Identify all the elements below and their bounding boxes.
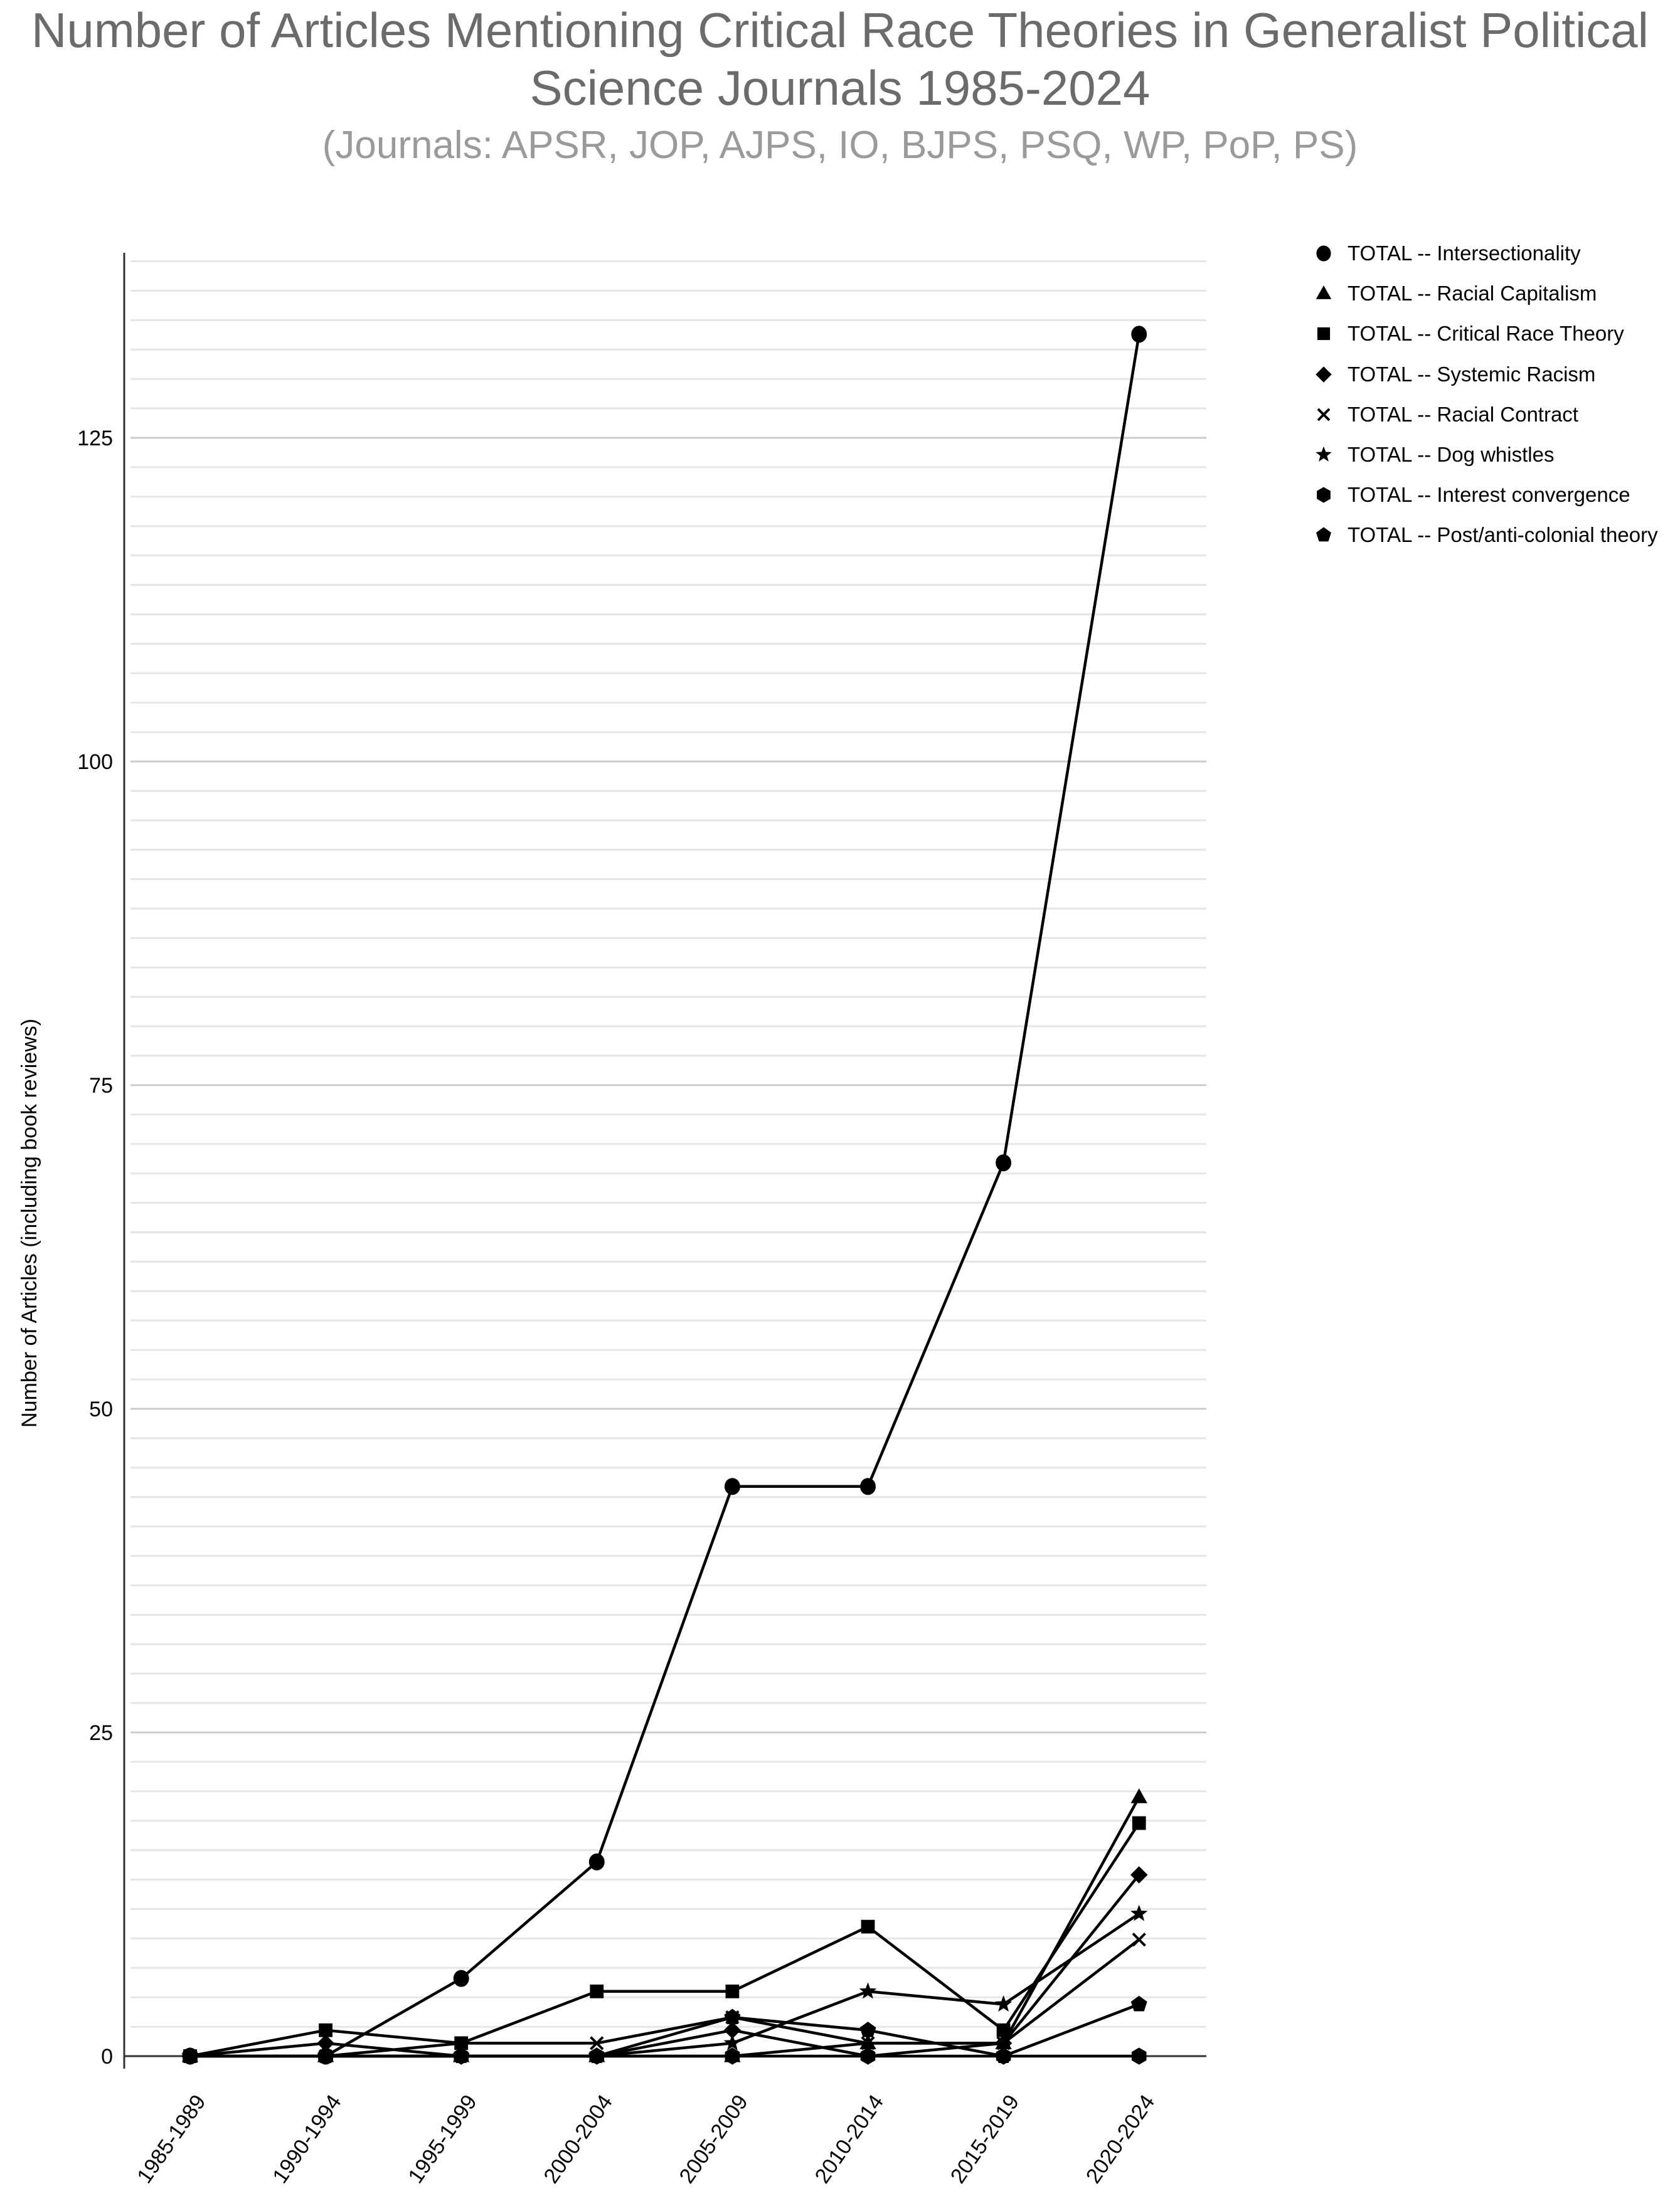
x-icon <box>1317 408 1331 422</box>
circle-icon <box>1316 245 1331 262</box>
pentagon-icon <box>1316 527 1331 542</box>
pentagon-marker-icon <box>317 2047 334 2063</box>
legend-item: TOTAL -- Racial Capitalism <box>1311 273 1658 314</box>
legend-label: TOTAL -- Interest convergence <box>1348 483 1630 507</box>
triangle-icon <box>1316 285 1332 300</box>
legend-label: TOTAL -- Critical Race Theory <box>1348 322 1624 346</box>
y-tick-label: 125 <box>77 427 113 450</box>
legend-item: TOTAL -- Dog whistles <box>1311 435 1658 475</box>
hexagon-icon <box>1317 487 1331 503</box>
y-tick-label: 100 <box>77 750 113 774</box>
x-tick-label: 2005-2009 <box>675 2091 753 2188</box>
x-marker-icon <box>454 2036 469 2050</box>
legend-label: TOTAL -- Systemic Racism <box>1348 362 1596 386</box>
hexagon-icon <box>1317 487 1331 503</box>
series-line <box>190 334 1140 2058</box>
x-tick-label: 2010-2014 <box>811 2091 888 2188</box>
x-marker-icon <box>996 2036 1011 2050</box>
y-axis-label: Number of Articles (including book revie… <box>18 1019 41 1428</box>
diamond-marker-icon <box>1130 1866 1148 1884</box>
pentagon-marker-icon <box>995 2047 1012 2063</box>
circle-marker-icon <box>588 1853 605 1870</box>
x-tick-label: 1990-1994 <box>268 2091 346 2188</box>
triangle-icon <box>1316 285 1332 300</box>
diamond-icon <box>1316 366 1332 383</box>
x-tick-label: 1985-1989 <box>132 2091 210 2188</box>
chart-title: Number of Articles Mentioning Critical R… <box>31 3 1649 115</box>
legend-item: TOTAL -- Intersectionality <box>1311 233 1658 273</box>
pentagon-icon <box>1316 527 1331 542</box>
circle-icon <box>1316 245 1331 262</box>
legend-label: TOTAL -- Intersectionality <box>1348 241 1581 265</box>
legend-item: TOTAL -- Critical Race Theory <box>1311 314 1658 354</box>
circle-marker-icon <box>1131 326 1147 343</box>
star-icon <box>1316 446 1332 462</box>
circle-marker-icon <box>996 1154 1012 1172</box>
y-tick-label: 25 <box>89 1721 113 1745</box>
pentagon-marker-icon <box>588 2047 605 2063</box>
legend-label: TOTAL -- Racial Contract <box>1348 402 1578 426</box>
square-marker-icon <box>861 1919 875 1934</box>
x-marker-icon <box>590 2036 604 2050</box>
legend-label: TOTAL -- Post/anti-colonial theory <box>1348 523 1658 547</box>
series-line <box>189 1822 1140 2058</box>
x-marker-icon <box>861 2036 875 2050</box>
circle-marker-icon <box>724 1478 740 1495</box>
legend-item: TOTAL -- Racial Contract <box>1311 395 1658 435</box>
star-marker-icon <box>1130 1904 1148 1921</box>
legend-item: TOTAL -- Post/anti-colonial theory <box>1311 515 1658 555</box>
circle-marker-icon <box>860 1478 876 1495</box>
hexagon-marker-icon <box>725 2047 740 2065</box>
y-tick-label: 0 <box>101 2045 113 2069</box>
series-line <box>189 1874 1140 2058</box>
pentagon-marker-icon <box>724 2008 741 2025</box>
pentagon-marker-icon <box>182 2047 198 2063</box>
legend-item: TOTAL -- Interest convergence <box>1311 475 1658 515</box>
legend-label: TOTAL -- Racial Capitalism <box>1348 282 1597 305</box>
series-lines <box>189 334 1140 2058</box>
square-marker-icon <box>725 1984 740 1998</box>
square-marker-icon <box>590 1984 604 1998</box>
x-tick-label: 2015-2019 <box>946 2091 1024 2188</box>
pentagon-marker-icon <box>1130 1995 1147 2012</box>
star-marker-icon <box>723 2034 742 2051</box>
diamond-icon <box>1316 366 1332 383</box>
star-marker-icon <box>859 1982 877 1999</box>
chart-subtitle: (Journals: APSR, JOP, AJPS, IO, BJPS, PS… <box>322 124 1358 167</box>
y-axis-ticks: 0 25 50 75 100 125 <box>77 427 113 2069</box>
pentagon-marker-icon <box>859 2022 876 2037</box>
square-marker-icon <box>1132 1816 1146 1830</box>
x-tick-label: 2000-2004 <box>539 2091 617 2188</box>
x-tick-label: 2020-2024 <box>1082 2091 1159 2188</box>
x-axis-ticks: 1985-1989 1990-1994 1995-1999 2000-2004 2005… <box>132 2091 1159 2188</box>
x-icon <box>1317 408 1331 422</box>
legend: TOTAL -- Intersectionality TOTAL -- Racia… <box>1311 233 1658 556</box>
star-marker-icon <box>994 1995 1013 2012</box>
series-line <box>190 1938 1140 2058</box>
pentagon-marker-icon <box>453 2047 470 2063</box>
triangle-marker-icon <box>1130 1788 1147 1803</box>
series-line <box>190 2003 1140 2058</box>
series-markers <box>181 326 1148 2065</box>
circle-marker-icon <box>453 1970 469 1987</box>
x-tick-label: 1995-1999 <box>403 2091 481 2188</box>
y-tick-label: 75 <box>89 1074 113 1098</box>
hexagon-marker-icon <box>1131 2047 1147 2065</box>
y-tick-label: 50 <box>89 1398 113 1421</box>
legend-label: TOTAL -- Dog whistles <box>1348 443 1555 467</box>
x-marker-icon <box>1132 1933 1146 1947</box>
square-icon <box>1317 327 1331 341</box>
square-icon <box>1317 327 1331 341</box>
gridlines <box>130 260 1206 2028</box>
series-line <box>190 1796 1140 2058</box>
star-icon <box>1316 446 1332 462</box>
legend-item: TOTAL -- Systemic Racism <box>1311 354 1658 395</box>
hexagon-marker-icon <box>860 2047 876 2065</box>
